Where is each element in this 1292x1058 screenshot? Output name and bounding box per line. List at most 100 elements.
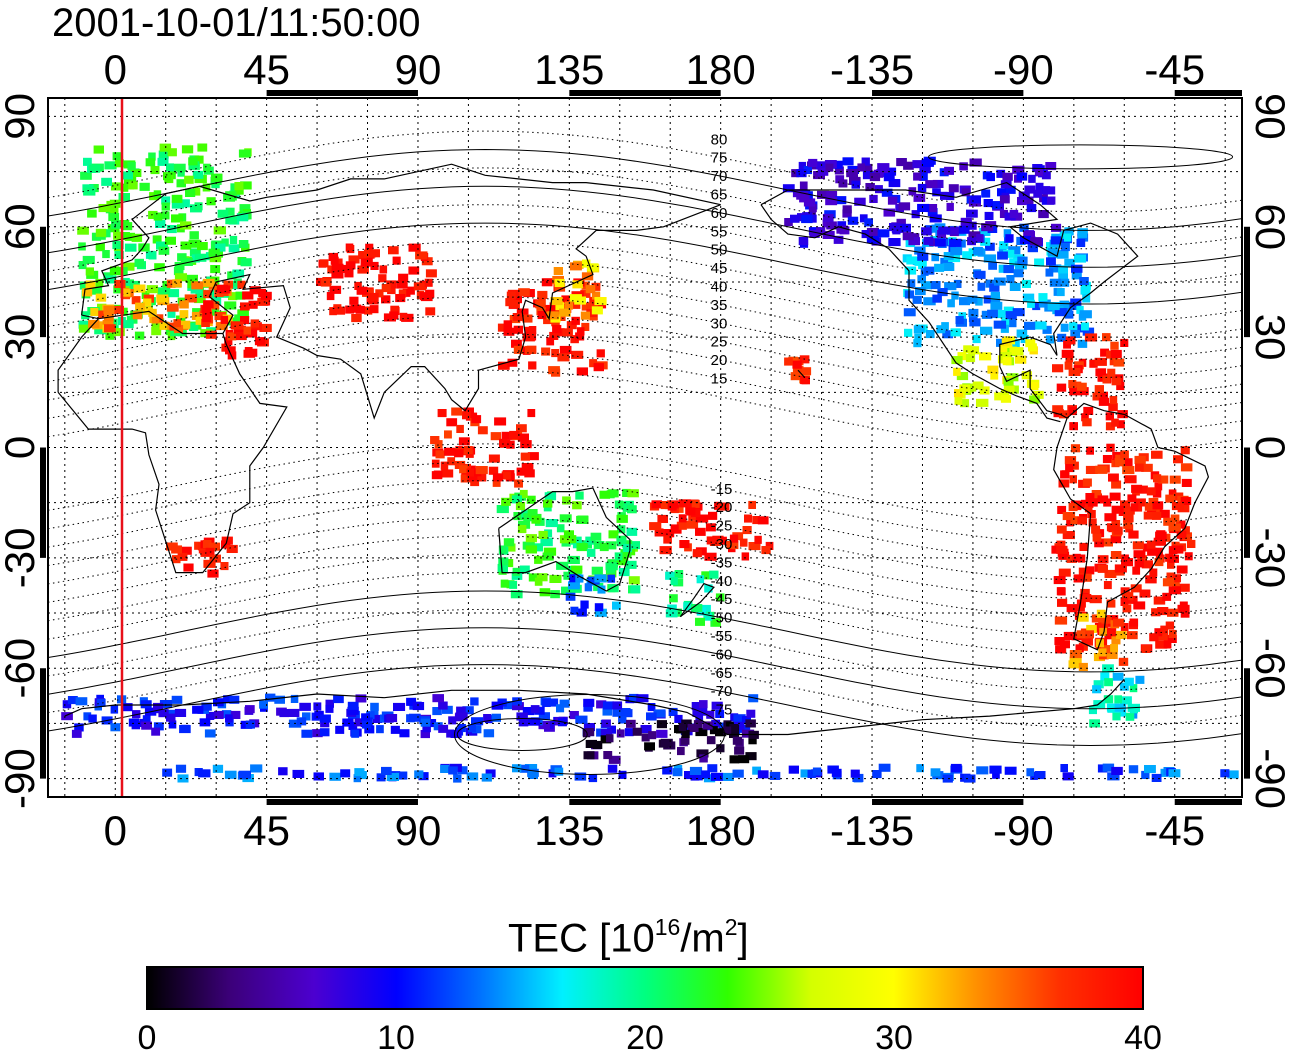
contour-label: -40 [711, 573, 733, 590]
tec-cell [214, 710, 224, 719]
tec-cell [925, 180, 938, 189]
tec-cell [916, 764, 924, 773]
contour-label: -45 [711, 591, 733, 608]
tec-cell [157, 157, 169, 166]
lat-tick-right: -60 [1247, 638, 1292, 699]
tec-cell [101, 177, 112, 186]
tec-cell [1074, 500, 1085, 509]
tec-cell [808, 204, 817, 213]
tec-cell [660, 738, 673, 747]
tec-cell [556, 524, 565, 533]
tec-cell [326, 292, 335, 301]
tec-cell [1085, 566, 1095, 575]
tec-cell [1031, 382, 1039, 391]
tec-cell [319, 714, 331, 723]
tec-cell [213, 698, 224, 707]
tec-cell [876, 169, 889, 178]
tec-cell [1076, 305, 1084, 314]
tec-cell [154, 263, 165, 272]
tec-cell [1097, 495, 1109, 504]
tec-cell [139, 182, 150, 191]
tec-cell [704, 584, 713, 593]
tec-cell [1066, 554, 1077, 563]
tec-cell [83, 187, 96, 196]
tec-cell [592, 740, 603, 749]
tec-cell [1091, 614, 1104, 623]
tec-cell [559, 514, 572, 523]
tec-cell [335, 725, 345, 734]
tec-cell [233, 325, 246, 334]
tec-cell [1168, 769, 1181, 778]
tec-cell [1114, 458, 1125, 467]
tec-cell [472, 725, 482, 734]
tec-cell [570, 335, 579, 344]
tec-cell [1094, 385, 1104, 394]
tec-cell [111, 220, 122, 229]
tec-cell [563, 530, 574, 539]
tec-cell [549, 574, 562, 583]
tec-cell [825, 163, 834, 172]
tec-cell [863, 163, 873, 172]
tec-cell [1153, 537, 1166, 546]
tec-cell [210, 276, 220, 285]
tec-cell [84, 288, 92, 297]
tec-cell [260, 291, 272, 300]
lon-tick-bottom: 180 [686, 807, 756, 854]
tec-cell [331, 270, 344, 279]
tec-cell [1154, 628, 1163, 637]
tec-cell [956, 372, 969, 381]
tec-cell [330, 256, 339, 265]
tec-cell [932, 294, 942, 303]
tec-cell [225, 714, 233, 723]
tec-cell [835, 175, 845, 184]
tec-cell [1131, 484, 1143, 493]
tec-cell [1069, 461, 1079, 470]
tec-cell [346, 245, 355, 254]
tec-cell [826, 191, 838, 200]
tec-cell [325, 699, 334, 708]
tec-cell [877, 229, 890, 238]
tec-cell [583, 698, 595, 707]
tec-cell [1070, 329, 1081, 338]
tec-cell [516, 424, 527, 433]
tec-cell [192, 705, 204, 714]
tec-cell [471, 415, 482, 424]
tec-cell [177, 253, 187, 262]
tec-cell [1078, 662, 1088, 671]
tec-cell [1005, 311, 1017, 320]
tec-cell [1122, 604, 1132, 613]
tec-cell [561, 586, 573, 595]
tec-cell [1064, 361, 1073, 370]
tec-cell [1060, 470, 1070, 479]
tec-cell [497, 563, 508, 572]
tec-cell [875, 185, 883, 194]
tec-cell [521, 463, 534, 472]
tec-cell [1020, 335, 1029, 344]
tec-cell [788, 765, 799, 774]
lon-tick-bottom: -45 [1144, 807, 1205, 854]
tec-cell [681, 729, 690, 738]
axis-tick-labels: 0045459090135135180180-135-135-90-90-45-… [0, 46, 1292, 854]
tec-cell [179, 725, 191, 734]
tec-cell [180, 241, 192, 250]
tec-cell [128, 718, 140, 727]
tec-cell [1137, 555, 1147, 564]
tec-cell [173, 267, 184, 276]
tec-cell [960, 399, 970, 408]
tec-cell [1066, 604, 1077, 613]
tec-cell [833, 235, 844, 244]
tec-cell [1151, 507, 1163, 516]
colorbar-title-unit-exponent: 2 [724, 914, 738, 940]
tec-cell [481, 773, 492, 782]
frame-bar [1174, 90, 1242, 96]
tec-cell [528, 361, 537, 370]
tec-cell [124, 243, 137, 252]
tec-cell [921, 158, 934, 167]
tec-cell [205, 711, 215, 720]
tec-cell [1003, 229, 1012, 238]
tec-cell [312, 729, 323, 738]
tec-cell [165, 236, 176, 245]
tec-cell [1065, 464, 1074, 473]
tec-cell [467, 473, 478, 482]
tec-cell [538, 721, 550, 730]
